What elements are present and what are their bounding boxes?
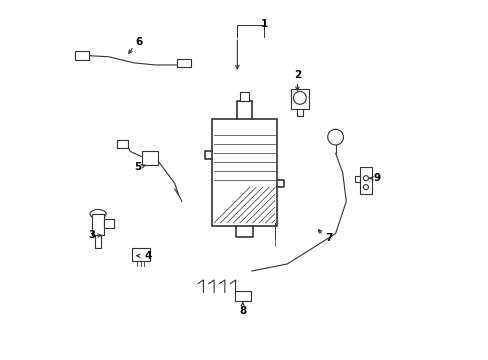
FancyBboxPatch shape (75, 51, 89, 60)
FancyBboxPatch shape (117, 140, 127, 148)
Text: 9: 9 (373, 173, 380, 183)
FancyBboxPatch shape (290, 89, 308, 109)
Circle shape (293, 91, 305, 104)
Ellipse shape (90, 210, 106, 219)
FancyBboxPatch shape (234, 292, 250, 301)
Circle shape (363, 185, 367, 190)
FancyBboxPatch shape (142, 152, 157, 165)
Text: 5: 5 (133, 162, 141, 172)
FancyBboxPatch shape (212, 119, 276, 226)
FancyBboxPatch shape (176, 59, 190, 67)
Text: 6: 6 (135, 37, 142, 48)
Circle shape (327, 129, 343, 145)
Text: 8: 8 (239, 306, 246, 316)
Text: 7: 7 (324, 233, 331, 243)
FancyBboxPatch shape (104, 219, 114, 228)
FancyBboxPatch shape (132, 248, 149, 261)
FancyBboxPatch shape (91, 214, 104, 235)
FancyBboxPatch shape (359, 167, 372, 194)
Text: 1: 1 (260, 18, 267, 28)
Text: 4: 4 (144, 251, 151, 261)
Text: 3: 3 (88, 230, 95, 240)
Circle shape (363, 176, 367, 181)
Text: 2: 2 (293, 69, 301, 80)
Bar (240, 93, 248, 102)
